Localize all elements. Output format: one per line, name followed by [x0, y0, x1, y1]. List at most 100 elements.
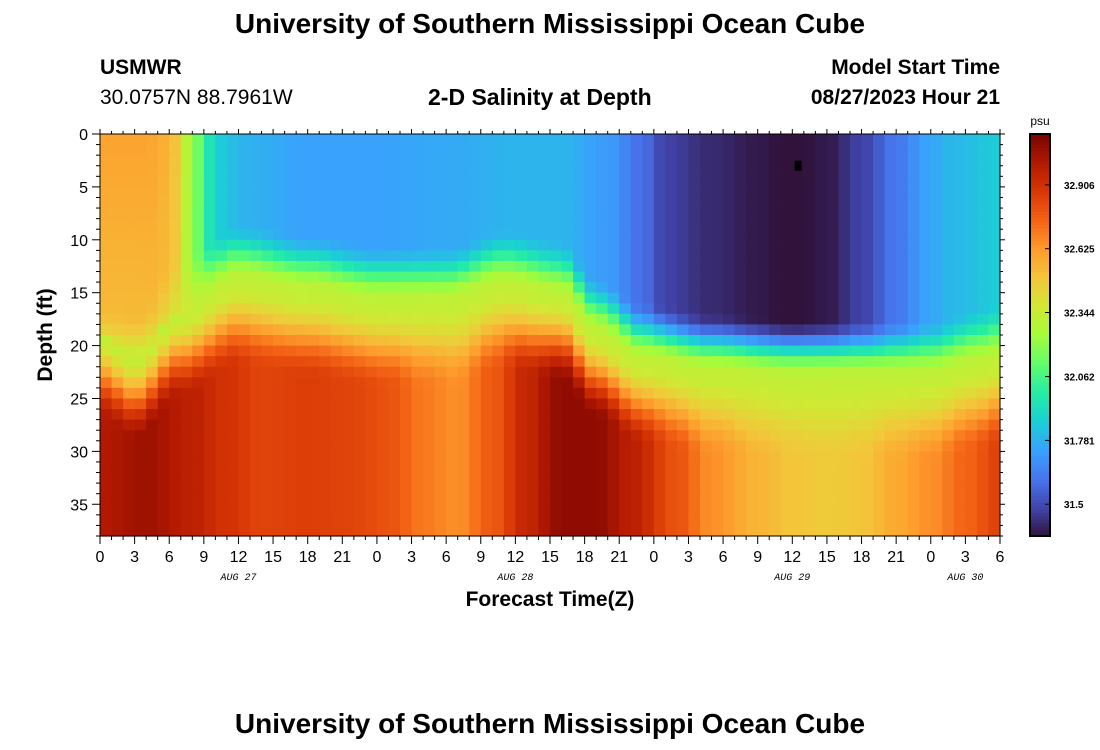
heatmap-cell — [653, 483, 666, 495]
heatmap-cell — [446, 345, 459, 357]
heatmap-cell — [469, 208, 482, 220]
heatmap-cell — [723, 271, 736, 283]
heatmap-cell — [803, 155, 816, 167]
heatmap-cell — [838, 366, 851, 378]
heatmap-cell — [607, 155, 620, 167]
heatmap-cell — [157, 239, 170, 251]
heatmap-cell — [192, 493, 205, 505]
colorbar-swatch — [1030, 455, 1050, 460]
colorbar-swatch — [1030, 505, 1050, 510]
heatmap-cell — [826, 218, 840, 230]
heatmap-cell — [942, 282, 955, 294]
heatmap-cell — [953, 155, 966, 167]
heatmap-cell — [492, 387, 505, 400]
heatmap-cell — [607, 419, 620, 431]
heatmap-cell — [988, 493, 1001, 505]
heatmap-cell — [596, 165, 609, 177]
heatmap-cell — [596, 419, 609, 431]
heatmap-cell — [630, 377, 643, 389]
heatmap-cell — [469, 430, 482, 442]
heatmap-cell — [538, 197, 551, 209]
heatmap-cell — [238, 176, 251, 188]
heatmap-cell — [538, 218, 551, 230]
colorbar-swatch — [1030, 469, 1050, 473]
heatmap-cell — [526, 387, 540, 400]
heatmap-cell — [803, 165, 816, 177]
heatmap-cell — [919, 218, 932, 230]
heatmap-cell — [757, 472, 770, 484]
heatmap-cell — [826, 271, 840, 283]
heatmap-cell — [192, 197, 205, 209]
heatmap-cell — [896, 165, 909, 177]
heatmap-cell — [376, 176, 390, 188]
heatmap-cell — [619, 440, 632, 452]
heatmap-cell — [307, 472, 320, 484]
colorbar-swatch — [1030, 294, 1050, 299]
heatmap-cell — [734, 461, 747, 474]
heatmap-cell — [515, 186, 528, 199]
heatmap-cell — [573, 292, 586, 304]
heatmap-cell — [965, 504, 978, 516]
heatmap-cell — [134, 250, 147, 262]
heatmap-cell — [584, 483, 597, 495]
heatmap-cell — [619, 303, 632, 315]
heatmap-cell — [688, 356, 701, 368]
colorbar-swatch — [1030, 201, 1050, 205]
heatmap-cell — [134, 208, 147, 220]
heatmap-cell — [457, 218, 470, 230]
heatmap-cell — [296, 377, 309, 389]
heatmap-cell — [930, 239, 943, 251]
heatmap-cell — [503, 303, 516, 315]
heatmap-cell — [526, 239, 540, 251]
heatmap-cell — [573, 493, 586, 505]
heatmap-cell — [434, 356, 447, 368]
heatmap-cell — [711, 324, 724, 336]
heatmap-cell — [423, 229, 436, 241]
heatmap-cell — [734, 282, 747, 294]
heatmap-cell — [250, 271, 263, 283]
heatmap-cell — [238, 483, 251, 495]
heatmap-cell — [353, 186, 366, 199]
heatmap-cell — [584, 366, 597, 378]
heatmap-cell — [723, 313, 736, 326]
heatmap-cell — [769, 282, 782, 294]
heatmap-cell — [815, 324, 828, 336]
heatmap-cell — [953, 134, 966, 146]
heatmap-cell — [353, 250, 366, 262]
heatmap-cell — [815, 493, 828, 505]
heatmap-cell — [296, 387, 309, 400]
heatmap-cell — [376, 493, 390, 505]
heatmap-cell — [711, 483, 724, 495]
heatmap-cell — [538, 165, 551, 177]
heatmap-cell — [584, 165, 597, 177]
heatmap-cell — [700, 451, 713, 463]
heatmap-cell — [896, 419, 909, 431]
heatmap-cell — [723, 345, 736, 357]
footer-title: University of Southern Mississippi Ocean… — [234, 708, 866, 739]
heatmap-cell — [169, 440, 182, 452]
heatmap-cell — [376, 165, 390, 177]
heatmap-cell — [446, 134, 459, 146]
heatmap-cell — [792, 239, 805, 251]
heatmap-cell — [653, 239, 666, 251]
heatmap-cell — [688, 271, 701, 283]
heatmap-cell — [757, 250, 770, 262]
heatmap-cell — [838, 303, 851, 315]
heatmap-cell — [642, 409, 655, 421]
heatmap-cell — [930, 260, 943, 273]
heatmap-cell — [134, 324, 147, 336]
heatmap-cell — [907, 409, 920, 421]
heatmap-cell — [550, 493, 563, 505]
heatmap-cell — [134, 155, 147, 167]
heatmap-cell — [515, 260, 528, 273]
heatmap-cell — [203, 514, 216, 527]
heatmap-cell — [919, 271, 932, 283]
heatmap-cell — [515, 239, 528, 251]
heatmap-cell — [273, 313, 286, 326]
heatmap-cell — [261, 472, 274, 484]
heatmap-cell — [976, 313, 990, 326]
heatmap-cell — [792, 218, 805, 230]
heatmap-cell — [607, 303, 620, 315]
heatmap-cell — [480, 335, 493, 347]
colorbar-swatch — [1030, 452, 1050, 457]
